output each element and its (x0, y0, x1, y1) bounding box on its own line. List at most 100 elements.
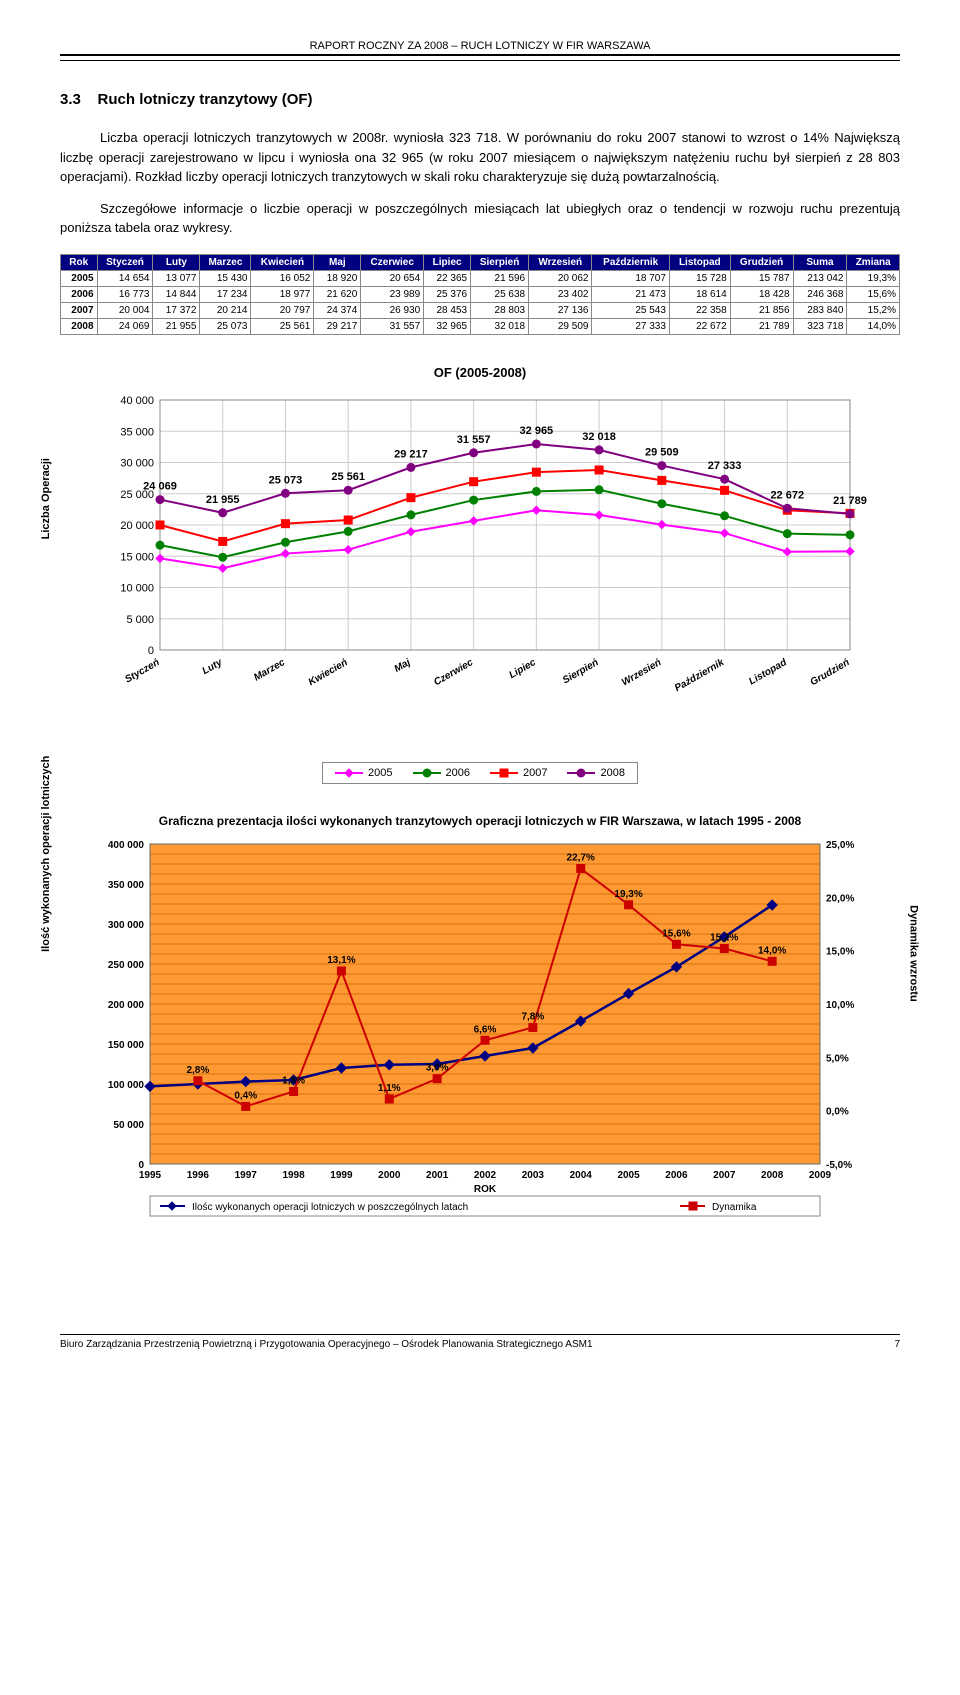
svg-text:22,7%: 22,7% (567, 852, 595, 863)
svg-text:300 000: 300 000 (108, 920, 145, 931)
table-cell: 18 428 (730, 286, 793, 302)
footer-text: Biuro Zarządzania Przestrzenią Powietrzn… (60, 1339, 593, 1350)
chart2-title: Graficzna prezentacja ilości wykonanych … (60, 814, 900, 828)
table-header: Kwiecień (251, 254, 314, 270)
table-cell: 15,6% (847, 286, 900, 302)
table-header: Grudzień (730, 254, 793, 270)
table-cell: 28 453 (424, 302, 471, 318)
table-cell: 20 214 (200, 302, 251, 318)
svg-text:35 000: 35 000 (120, 426, 154, 438)
table-cell: 29 509 (529, 318, 592, 334)
svg-text:Czerwiec: Czerwiec (432, 656, 475, 687)
table-cell: 213 042 (793, 270, 847, 286)
monthly-data-table: RokStyczeńLutyMarzecKwiecieńMajCzerwiecL… (60, 254, 900, 335)
table-header-row: RokStyczeńLutyMarzecKwiecieńMajCzerwiecL… (61, 254, 900, 270)
table-cell: 283 840 (793, 302, 847, 318)
section-number: 3.3 (60, 91, 81, 108)
table-header: Październik (592, 254, 669, 270)
table-row: 200616 77314 84417 23418 97721 62023 989… (61, 286, 900, 302)
svg-text:2005: 2005 (617, 1170, 640, 1181)
svg-text:Kwiecień: Kwiecień (307, 657, 350, 688)
svg-text:Maj: Maj (392, 656, 412, 674)
table-header: Suma (793, 254, 847, 270)
table-cell: 2005 (61, 270, 98, 286)
svg-text:50 000: 50 000 (113, 1120, 144, 1131)
table-cell: 15 728 (669, 270, 730, 286)
svg-text:250 000: 250 000 (108, 960, 145, 971)
svg-text:32 018: 32 018 (582, 430, 616, 442)
svg-text:0,0%: 0,0% (826, 1106, 849, 1117)
chart1-title: OF (2005-2008) (60, 365, 900, 380)
table-header: Listopad (669, 254, 730, 270)
table-cell: 18 977 (251, 286, 314, 302)
page-footer: Biuro Zarządzania Przestrzenią Powietrzn… (60, 1334, 900, 1350)
table-cell: 20 062 (529, 270, 592, 286)
svg-text:25 073: 25 073 (269, 474, 303, 486)
svg-text:2006: 2006 (665, 1170, 688, 1181)
table-header: Maj (314, 254, 361, 270)
svg-text:Sierpień: Sierpień (561, 657, 601, 686)
svg-text:2004: 2004 (570, 1170, 593, 1181)
svg-text:1998: 1998 (282, 1170, 305, 1181)
table-cell: 22 672 (669, 318, 730, 334)
table-header: Zmiana (847, 254, 900, 270)
svg-text:30 000: 30 000 (120, 457, 154, 469)
svg-text:Styczeń: Styczeń (123, 657, 161, 685)
svg-text:1,1%: 1,1% (378, 1082, 401, 1093)
legend-item: 2005 (335, 767, 392, 779)
svg-text:Wrzesień: Wrzesień (620, 657, 663, 688)
table-cell: 15 430 (200, 270, 251, 286)
chart1-svg: 05 00010 00015 00020 00025 00030 00035 0… (90, 390, 870, 750)
table-cell: 31 557 (361, 318, 424, 334)
svg-text:350 000: 350 000 (108, 880, 145, 891)
svg-text:13,1%: 13,1% (327, 954, 355, 965)
svg-text:31 557: 31 557 (457, 433, 491, 445)
table-cell: 27 136 (529, 302, 592, 318)
svg-text:Marzec: Marzec (252, 656, 287, 683)
table-cell: 17 372 (153, 302, 200, 318)
svg-text:20 000: 20 000 (120, 520, 154, 532)
svg-text:0,4%: 0,4% (234, 1090, 257, 1101)
table-cell: 21 473 (592, 286, 669, 302)
table-header: Rok (61, 254, 98, 270)
chart1-ylabel: Liczba Operacji (40, 458, 52, 539)
svg-text:25,0%: 25,0% (826, 840, 854, 851)
table-cell: 24 069 (97, 318, 153, 334)
svg-text:2001: 2001 (426, 1170, 449, 1181)
svg-text:400 000: 400 000 (108, 840, 145, 851)
table-cell: 2007 (61, 302, 98, 318)
table-cell: 27 333 (592, 318, 669, 334)
chart-of-2005-2008: OF (2005-2008) Liczba Operacji 05 00010 … (60, 365, 900, 784)
table-header: Lipiec (424, 254, 471, 270)
table-cell: 21 789 (730, 318, 793, 334)
table-header: Marzec (200, 254, 251, 270)
svg-text:ROK: ROK (474, 1184, 497, 1195)
chart2-ylabel: Ilość wykonanych operacji lotniczych (40, 755, 52, 951)
table-cell: 18 920 (314, 270, 361, 286)
svg-text:29 217: 29 217 (394, 448, 428, 460)
svg-text:1996: 1996 (187, 1170, 210, 1181)
table-cell: 13 077 (153, 270, 200, 286)
table-cell: 26 930 (361, 302, 424, 318)
svg-text:22 672: 22 672 (770, 489, 804, 501)
table-cell: 323 718 (793, 318, 847, 334)
svg-text:2002: 2002 (474, 1170, 497, 1181)
svg-text:7,8%: 7,8% (521, 1011, 544, 1022)
chart2-y2label: Dynamika wzrostu (908, 905, 920, 1002)
svg-text:1997: 1997 (235, 1170, 258, 1181)
svg-text:15,6%: 15,6% (662, 928, 690, 939)
svg-text:25 561: 25 561 (331, 471, 365, 483)
svg-text:Luty: Luty (200, 656, 224, 676)
table-header: Sierpień (471, 254, 529, 270)
page-number: 7 (894, 1339, 900, 1350)
table-cell: 20 654 (361, 270, 424, 286)
svg-text:29 509: 29 509 (645, 446, 679, 458)
legend-item: 2008 (567, 767, 624, 779)
chart1-legend: 2005200620072008 (322, 762, 638, 784)
table-cell: 29 217 (314, 318, 361, 334)
table-cell: 17 234 (200, 286, 251, 302)
svg-text:0: 0 (148, 645, 154, 657)
table-cell: 20 797 (251, 302, 314, 318)
table-header: Czerwiec (361, 254, 424, 270)
table-cell: 23 989 (361, 286, 424, 302)
